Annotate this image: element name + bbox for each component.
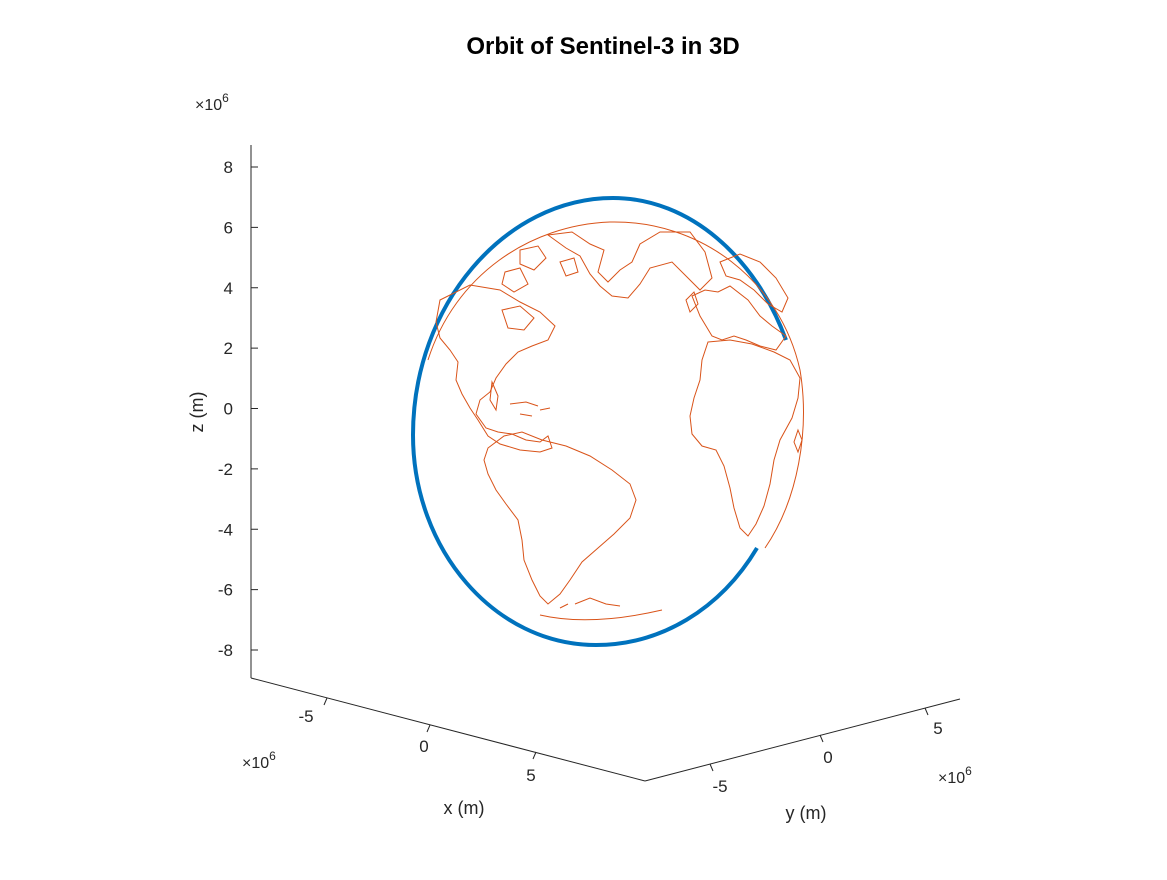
north-america-coast xyxy=(435,284,556,453)
y-tick-mark xyxy=(709,763,714,772)
y-tick-mark xyxy=(924,707,929,716)
globe-limb-south xyxy=(539,609,663,621)
y-tick-label: -5 xyxy=(712,777,727,796)
z-tick-label: 8 xyxy=(224,158,233,177)
x-tick-group: -5 0 5 xyxy=(298,697,537,785)
z-tick-group: 8 6 4 2 0 -2 -4 -6 -8 xyxy=(218,158,258,660)
z-axis: 8 6 4 2 0 -2 -4 -6 -8 z (m) ×106 xyxy=(187,91,258,678)
orbit-line xyxy=(410,195,788,648)
hudson-bay xyxy=(501,305,535,331)
x-tick-mark xyxy=(532,751,537,760)
x-exponent: ×106 xyxy=(242,749,276,772)
europe-coast xyxy=(691,285,787,351)
z-tick-label: -6 xyxy=(218,581,233,600)
y-tick-group: -5 0 5 xyxy=(709,707,943,796)
z-tick-label: 4 xyxy=(224,279,233,298)
y-axis: -5 0 5 y (m) ×106 xyxy=(644,698,972,823)
arctic-islands xyxy=(501,245,579,293)
x-tick-mark xyxy=(323,697,328,706)
x-tick-label: 5 xyxy=(526,766,535,785)
africa-coast xyxy=(689,339,801,537)
y-tick-mark xyxy=(819,734,824,743)
antarctic-peninsula xyxy=(559,597,621,609)
globe-coastlines xyxy=(427,221,804,621)
z-exponent: ×106 xyxy=(195,91,229,114)
scandinavia-coast xyxy=(719,253,789,313)
z-tick-label: -2 xyxy=(218,460,233,479)
madagascar xyxy=(793,428,803,454)
z-tick-label: 2 xyxy=(224,339,233,358)
z-tick-label: 6 xyxy=(224,218,233,237)
south-america-coast xyxy=(483,431,637,605)
y-axis-label: y (m) xyxy=(786,803,827,823)
x-axis: -5 0 5 x (m) ×106 xyxy=(242,677,646,818)
caribbean-islands xyxy=(509,401,551,417)
z-tick-label: -4 xyxy=(218,520,233,539)
x-tick-label: 0 xyxy=(419,737,428,756)
florida-coast xyxy=(489,380,499,412)
x-tick-label: -5 xyxy=(298,707,313,726)
x-axis-label: x (m) xyxy=(444,798,485,818)
z-axis-label: z (m) xyxy=(187,392,207,433)
greenland-coast xyxy=(546,231,713,299)
british-isles xyxy=(685,291,699,313)
y-tick-label: 0 xyxy=(823,748,832,767)
z-tick-label: 0 xyxy=(224,400,233,419)
y-tick-label: 5 xyxy=(933,719,942,738)
z-tick-label: -8 xyxy=(218,641,233,660)
chart-title: Orbit of Sentinel-3 in 3D xyxy=(466,33,739,60)
y-exponent: ×106 xyxy=(938,764,972,787)
globe-limb xyxy=(427,221,804,549)
x-tick-mark xyxy=(426,724,431,733)
